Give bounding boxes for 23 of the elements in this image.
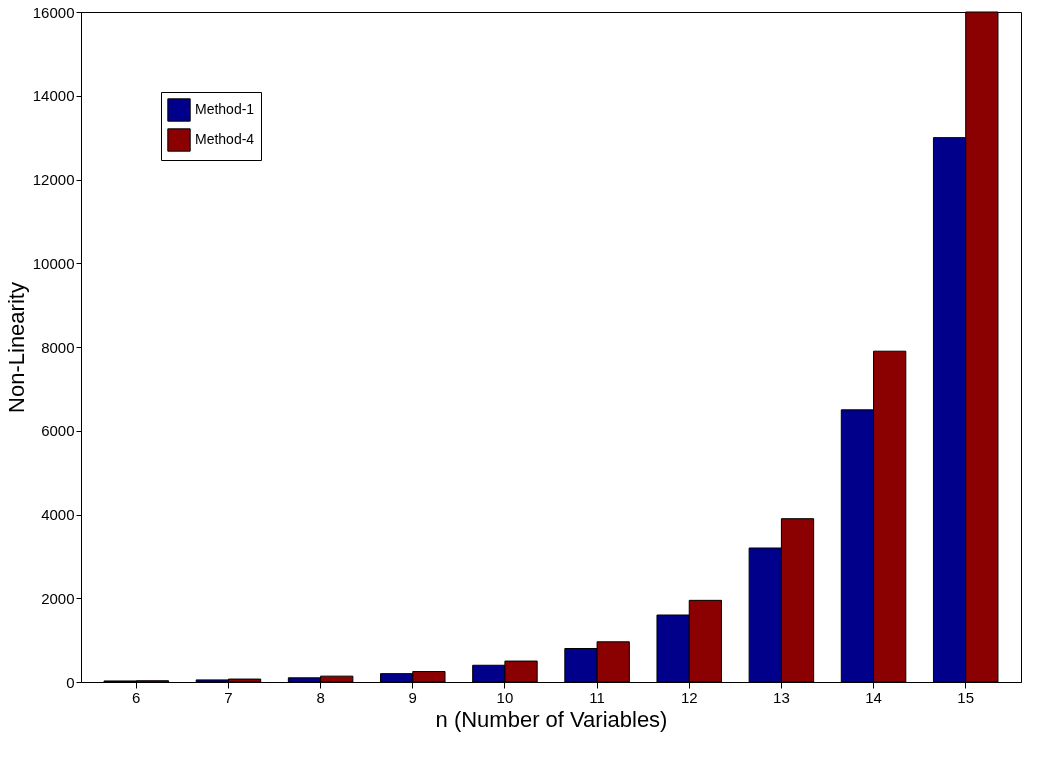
y-tick-label: 0 bbox=[66, 673, 75, 691]
y-tick-label: 2000 bbox=[41, 589, 75, 607]
y-tick-label: 8000 bbox=[41, 338, 75, 356]
x-tick-label: 8 bbox=[316, 688, 325, 706]
x-tick-label: 6 bbox=[132, 688, 141, 706]
x-tick-label: 13 bbox=[773, 688, 790, 706]
x-axis-title: n (Number of Variables) bbox=[435, 706, 668, 732]
x-tick-label: 14 bbox=[865, 688, 882, 706]
x-tick-label: 11 bbox=[589, 688, 605, 706]
y-tick-label: 12000 bbox=[32, 171, 75, 188]
legend-label: Method-4 bbox=[195, 131, 255, 147]
y-tick-label: 6000 bbox=[41, 422, 75, 440]
legend-label: Method-1 bbox=[195, 101, 255, 117]
x-tick-label: 10 bbox=[496, 688, 514, 706]
y-tick-label: 14000 bbox=[32, 87, 75, 105]
x-tick-label: 7 bbox=[224, 688, 233, 706]
y-tick-label: 4000 bbox=[41, 506, 75, 523]
x-tick-label: 9 bbox=[408, 688, 417, 706]
y-tick-label: 10000 bbox=[32, 254, 75, 272]
x-tick-label: 12 bbox=[680, 688, 698, 706]
x-tick-label: 15 bbox=[957, 688, 975, 706]
y-tick-label: 16000 bbox=[32, 3, 75, 21]
y-axis-title: Non-Linearity bbox=[3, 282, 29, 413]
